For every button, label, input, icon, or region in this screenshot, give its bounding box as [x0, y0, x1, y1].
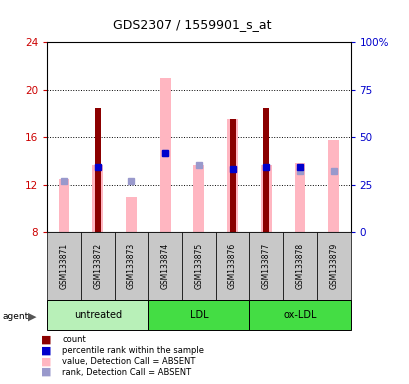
Bar — [193, 165, 204, 232]
Bar — [81, 232, 114, 300]
Text: GSM133878: GSM133878 — [295, 243, 304, 289]
Text: LDL: LDL — [189, 310, 208, 320]
Bar — [148, 300, 249, 330]
Text: count: count — [62, 335, 86, 344]
Text: GSM133872: GSM133872 — [93, 243, 102, 289]
Text: ■: ■ — [41, 356, 52, 366]
Bar — [126, 197, 137, 232]
Bar — [160, 78, 170, 232]
Text: agent: agent — [2, 312, 28, 321]
Text: ■: ■ — [41, 346, 52, 356]
Bar — [316, 232, 350, 300]
Text: GSM133873: GSM133873 — [127, 243, 136, 289]
Bar — [227, 119, 237, 232]
Bar — [328, 140, 338, 232]
Bar — [215, 232, 249, 300]
Text: percentile rank within the sample: percentile rank within the sample — [62, 346, 204, 355]
Text: ■: ■ — [41, 335, 52, 345]
Bar — [148, 232, 182, 300]
Text: rank, Detection Call = ABSENT: rank, Detection Call = ABSENT — [62, 367, 191, 377]
Bar — [229, 119, 235, 232]
Bar — [182, 232, 215, 300]
Bar — [263, 108, 269, 232]
Bar — [294, 164, 305, 232]
Bar — [283, 232, 316, 300]
Text: ox-LDL: ox-LDL — [283, 310, 316, 320]
Text: GSM133875: GSM133875 — [194, 243, 203, 289]
Text: ■: ■ — [41, 367, 52, 377]
Bar — [260, 165, 271, 232]
Text: GDS2307 / 1559901_s_at: GDS2307 / 1559901_s_at — [113, 18, 271, 31]
Text: GSM133874: GSM133874 — [160, 243, 169, 289]
Bar — [249, 300, 350, 330]
Bar — [92, 165, 103, 232]
Text: ▶: ▶ — [28, 312, 36, 322]
Bar — [47, 300, 148, 330]
Text: GSM133876: GSM133876 — [227, 243, 236, 289]
Text: value, Detection Call = ABSENT: value, Detection Call = ABSENT — [62, 357, 195, 366]
Bar — [249, 232, 283, 300]
Bar — [47, 232, 81, 300]
Text: GSM133877: GSM133877 — [261, 243, 270, 289]
Text: GSM133879: GSM133879 — [328, 243, 337, 289]
Bar — [58, 179, 69, 232]
Bar — [114, 232, 148, 300]
Text: GSM133871: GSM133871 — [59, 243, 68, 289]
Text: untreated: untreated — [74, 310, 121, 320]
Bar — [94, 108, 101, 232]
